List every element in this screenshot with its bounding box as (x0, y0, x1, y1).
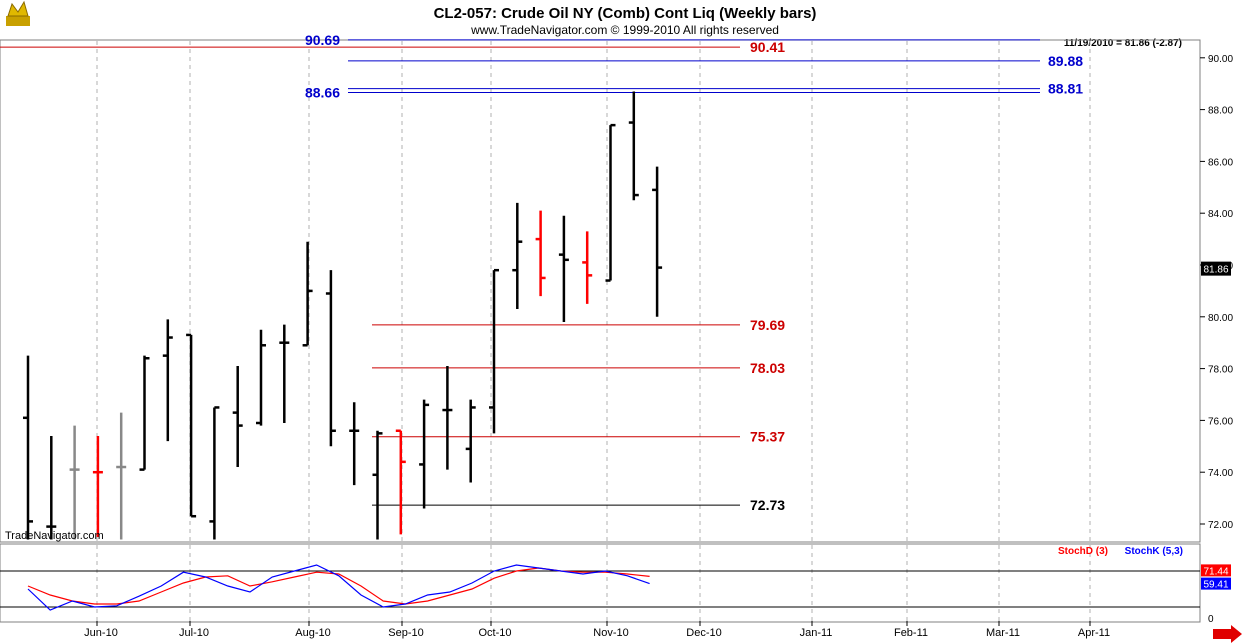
x-tick-label: Dec-10 (686, 627, 721, 639)
ohlc-bar (465, 399, 476, 483)
ohlc-bar (92, 435, 103, 537)
ohlc-bar (186, 333, 197, 518)
level-label: 88.81 (1048, 81, 1083, 97)
ohlc-bar (23, 355, 33, 540)
stoch-k-line (27, 564, 650, 611)
logo-base (6, 16, 30, 26)
ohlc-bar (325, 270, 336, 447)
ohlc-bar (69, 425, 80, 540)
bars-layer (23, 91, 663, 540)
stoch-k-legend: StochK (5,3) (1125, 546, 1183, 557)
x-tick-label: Nov-10 (593, 627, 628, 639)
ohlc-bar (162, 319, 173, 442)
y-tick-label: 88.00 (1208, 106, 1233, 117)
ohlc-bar (395, 429, 406, 535)
x-tick-label: Mar-11 (986, 627, 1020, 639)
y-tick-label: 74.00 (1208, 468, 1233, 479)
last-price-label: 81.86 (1203, 265, 1228, 276)
stochastic-layer: 59.41 71.44 (0, 564, 1231, 611)
ohlc-bar (558, 215, 569, 322)
level-label: 90.41 (750, 39, 785, 55)
level-label: 88.66 (305, 85, 340, 101)
level-label: 75.37 (750, 429, 785, 445)
ohlc-bar (628, 91, 639, 201)
chart-subtitle: www.TradeNavigator.com © 1999-2010 All r… (470, 23, 779, 37)
stoch-d-value-box (1201, 564, 1231, 577)
ohlc-bar (116, 412, 127, 540)
ohlc-bar (349, 402, 360, 486)
level-label: 78.03 (750, 360, 785, 376)
chart-title: CL2-057: Crude Oil NY (Comb) Cont Liq (W… (434, 5, 817, 22)
stoch-d-legend: StochD (3) (1058, 546, 1108, 557)
y-tick-label: 86.00 (1208, 157, 1233, 168)
level-label: 89.88 (1048, 53, 1083, 69)
ohlc-bar (489, 268, 499, 434)
x-tick-label: Oct-10 (478, 627, 511, 639)
watermark: TradeNavigator.com (5, 530, 104, 542)
last-price-box (1201, 261, 1231, 276)
y-tick-label: 72.00 (1208, 520, 1233, 531)
y-tick-label: 80.00 (1208, 313, 1233, 324)
x-tick-label: Apr-11 (1078, 627, 1110, 639)
ohlc-bar (535, 210, 546, 297)
ohlc-bar (302, 241, 313, 347)
x-axis: Jun-10 Jul-10 Aug-10 Sep-10 Oct-10 Nov-10 Dec-… (84, 621, 1110, 639)
levels-layer: 90.69 90.41 89.88 88.81 88.66 79.69 78.03 75.37… (0, 32, 1083, 513)
level-label: 79.69 (750, 317, 785, 333)
stoch-k-value-box (1201, 577, 1231, 590)
stoch-d-value-label: 71.44 (1203, 566, 1228, 577)
y-axis: 72.0074.0076.0078.0080.0082.0084.0086.00… (1200, 54, 1233, 531)
x-tick-label: Sep-10 (388, 627, 423, 639)
ohlc-bar (232, 366, 243, 468)
tradenavigator-logo[interactable] (6, 0, 30, 26)
x-tick-label: Aug-10 (295, 627, 330, 639)
y-tick-label: 76.00 (1208, 416, 1233, 427)
y-tick-label: 78.00 (1208, 365, 1233, 376)
ohlc-bar (605, 123, 616, 282)
y-tick-label: 90.00 (1208, 54, 1233, 65)
ohlc-bar (582, 231, 593, 304)
ohlc-bar (139, 355, 150, 471)
y-tick-label: 84.00 (1208, 209, 1233, 220)
ohlc-bar (652, 166, 663, 317)
x-tick-label: Jun-10 (84, 627, 118, 639)
x-tick-label: Feb-11 (894, 627, 928, 639)
last-quote-label: 11/19/2010 = 81.86 (-2.87) (1064, 38, 1182, 49)
ohlc-bar (256, 329, 266, 426)
logo-crown (7, 0, 29, 17)
level-label: 90.69 (305, 32, 340, 48)
ohlc-bar (46, 435, 57, 540)
scroll-right-arrow[interactable] (1213, 625, 1242, 643)
ohlc-bar (209, 406, 220, 540)
stoch-panel-frame (0, 543, 1201, 623)
ohlc-bar (372, 430, 383, 540)
ohlc-bar (512, 202, 523, 310)
x-tick-label: Jul-10 (179, 627, 209, 639)
ohlc-bar (442, 366, 453, 470)
stoch-axis-zero: 0 (1208, 614, 1214, 625)
x-tick-label: Jan-11 (800, 627, 833, 639)
level-label: 72.73 (750, 497, 785, 513)
stoch-k-value-label: 59.41 (1203, 580, 1228, 591)
grid-layer (96, 41, 1091, 621)
ohlc-bar (279, 324, 290, 423)
ohlc-bar (419, 399, 430, 509)
